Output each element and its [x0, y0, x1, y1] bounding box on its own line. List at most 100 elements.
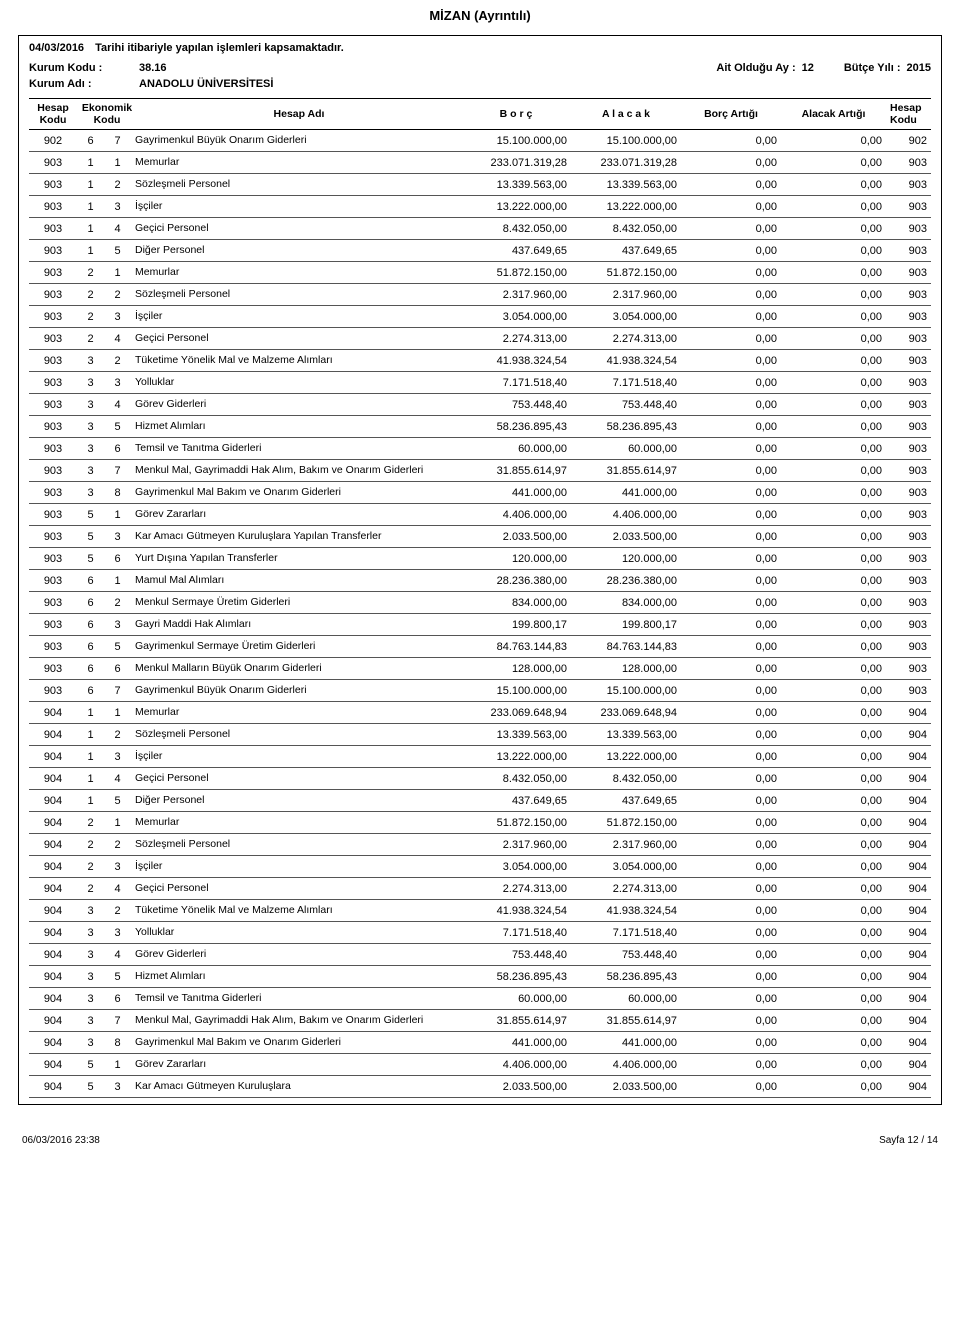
cell-hesap-adi: Yurt Dışına Yapılan Transferler — [131, 548, 461, 569]
subtitle-text: Tarihi itibariyle yapılan işlemleri kaps… — [95, 42, 344, 54]
cell-hesap-kodu: 903 — [29, 636, 77, 657]
cell-ek1: 3 — [77, 966, 104, 987]
cell-alacak: 437.649,65 — [571, 790, 681, 811]
cell-borc-artigi: 0,00 — [681, 966, 781, 987]
table-row: 90338Gayrimenkul Mal Bakım ve Onarım Gid… — [29, 482, 931, 504]
cell-borc-artigi: 0,00 — [681, 768, 781, 789]
table-row: 90313İşçiler13.222.000,0013.222.000,000,… — [29, 196, 931, 218]
cell-ek2: 8 — [104, 482, 131, 503]
cell-borc: 199.800,17 — [461, 614, 571, 635]
cell-hesap-adi: Kar Amacı Gütmeyen Kuruluşlara — [131, 1076, 461, 1097]
cell-hesap-adi: Gayri Maddi Hak Alımları — [131, 614, 461, 635]
cell-alacak-artigi: 0,00 — [781, 482, 886, 503]
table-row: 90433Yolluklar7.171.518,407.171.518,400,… — [29, 922, 931, 944]
cell-hesap-adi: Gayrimenkul Büyük Onarım Giderleri — [131, 680, 461, 701]
cell-hesap-kodu: 903 — [29, 152, 77, 173]
cell-borc: 15.100.000,00 — [461, 130, 571, 151]
cell-ek2: 1 — [104, 702, 131, 723]
cell-ek2: 5 — [104, 416, 131, 437]
cell-alacak-artigi: 0,00 — [781, 218, 886, 239]
table-row: 90311Memurlar233.071.319,28233.071.319,2… — [29, 152, 931, 174]
cell-borc-artigi: 0,00 — [681, 548, 781, 569]
cell-borc: 753.448,40 — [461, 944, 571, 965]
cell-borc-artigi: 0,00 — [681, 174, 781, 195]
cell-borc-artigi: 0,00 — [681, 504, 781, 525]
cell-borc: 51.872.150,00 — [461, 262, 571, 283]
cell-hesap-adi: Hizmet Alımları — [131, 416, 461, 437]
table-row: 90314Geçici Personel8.432.050,008.432.05… — [29, 218, 931, 240]
cell-hesap-adi: Gayrimenkul Büyük Onarım Giderleri — [131, 130, 461, 151]
cell-ek2: 2 — [104, 284, 131, 305]
cell-ek2: 3 — [104, 1076, 131, 1097]
table-row: 90334Görev Giderleri753.448,40753.448,40… — [29, 394, 931, 416]
cell-hesap-kodu-2: 904 — [886, 834, 931, 855]
cell-hesap-kodu: 903 — [29, 416, 77, 437]
cell-hesap-kodu-2: 904 — [886, 790, 931, 811]
cell-alacak-artigi: 0,00 — [781, 174, 886, 195]
cell-alacak-artigi: 0,00 — [781, 240, 886, 261]
cell-hesap-kodu: 904 — [29, 812, 77, 833]
cell-alacak-artigi: 0,00 — [781, 460, 886, 481]
cell-alacak-artigi: 0,00 — [781, 900, 886, 921]
cell-alacak: 3.054.000,00 — [571, 856, 681, 877]
cell-ek2: 4 — [104, 394, 131, 415]
cell-hesap-kodu: 903 — [29, 372, 77, 393]
cell-borc-artigi: 0,00 — [681, 130, 781, 151]
cell-hesap-kodu-2: 903 — [886, 460, 931, 481]
butce-value: 2015 — [907, 62, 931, 74]
cell-hesap-kodu: 903 — [29, 504, 77, 525]
cell-alacak: 2.033.500,00 — [571, 526, 681, 547]
cell-hesap-kodu-2: 903 — [886, 196, 931, 217]
cell-alacak-artigi: 0,00 — [781, 856, 886, 877]
cell-borc: 84.763.144,83 — [461, 636, 571, 657]
cell-ek1: 2 — [77, 856, 104, 877]
cell-alacak: 8.432.050,00 — [571, 768, 681, 789]
cell-alacak-artigi: 0,00 — [781, 438, 886, 459]
cell-hesap-kodu: 904 — [29, 834, 77, 855]
cell-alacak-artigi: 0,00 — [781, 284, 886, 305]
cell-alacak-artigi: 0,00 — [781, 746, 886, 767]
cell-ek2: 4 — [104, 768, 131, 789]
cell-alacak: 233.071.319,28 — [571, 152, 681, 173]
table-header: Hesap Kodu Ekonomik Kodu Hesap Adı B o r… — [29, 98, 931, 130]
cell-hesap-kodu: 904 — [29, 1076, 77, 1097]
col-hesap-kodu-2: Hesap Kodu — [886, 99, 931, 129]
cell-hesap-adi: Yolluklar — [131, 922, 461, 943]
cell-alacak-artigi: 0,00 — [781, 262, 886, 283]
cell-alacak: 31.855.614,97 — [571, 460, 681, 481]
cell-hesap-adi: Sözleşmeli Personel — [131, 174, 461, 195]
footer-date: 06/03/2016 23:38 — [22, 1135, 100, 1146]
cell-hesap-kodu-2: 903 — [886, 416, 931, 437]
cell-alacak-artigi: 0,00 — [781, 922, 886, 943]
cell-borc: 2.033.500,00 — [461, 1076, 571, 1097]
cell-hesap-adi: Görev Giderleri — [131, 944, 461, 965]
cell-alacak: 2.317.960,00 — [571, 284, 681, 305]
cell-ek2: 6 — [104, 658, 131, 679]
cell-ek1: 1 — [77, 790, 104, 811]
cell-hesap-adi: Memurlar — [131, 152, 461, 173]
footer: 06/03/2016 23:38 Sayfa 12 / 14 — [18, 1135, 942, 1146]
cell-hesap-kodu: 903 — [29, 284, 77, 305]
table-row: 90453Kar Amacı Gütmeyen Kuruluşlara2.033… — [29, 1076, 931, 1098]
cell-borc-artigi: 0,00 — [681, 1010, 781, 1031]
cell-hesap-adi: Menkul Mal, Gayrimaddi Hak Alım, Bakım v… — [131, 1010, 461, 1031]
cell-ek1: 6 — [77, 680, 104, 701]
cell-ek1: 3 — [77, 460, 104, 481]
cell-alacak-artigi: 0,00 — [781, 988, 886, 1009]
cell-borc-artigi: 0,00 — [681, 416, 781, 437]
cell-hesap-kodu-2: 903 — [886, 262, 931, 283]
cell-hesap-kodu: 903 — [29, 350, 77, 371]
cell-hesap-kodu-2: 904 — [886, 812, 931, 833]
table-row: 90415Diğer Personel437.649,65437.649,650… — [29, 790, 931, 812]
cell-hesap-adi: Yolluklar — [131, 372, 461, 393]
col-hesap-adi: Hesap Adı — [137, 99, 461, 129]
cell-borc: 41.938.324,54 — [461, 900, 571, 921]
cell-borc-artigi: 0,00 — [681, 526, 781, 547]
cell-hesap-kodu: 903 — [29, 262, 77, 283]
table-row: 90414Geçici Personel8.432.050,008.432.05… — [29, 768, 931, 790]
cell-borc-artigi: 0,00 — [681, 284, 781, 305]
cell-ek1: 3 — [77, 988, 104, 1009]
cell-hesap-kodu-2: 903 — [886, 658, 931, 679]
kurum-kodu-value: 38.16 — [139, 62, 167, 74]
cell-ek1: 5 — [77, 548, 104, 569]
